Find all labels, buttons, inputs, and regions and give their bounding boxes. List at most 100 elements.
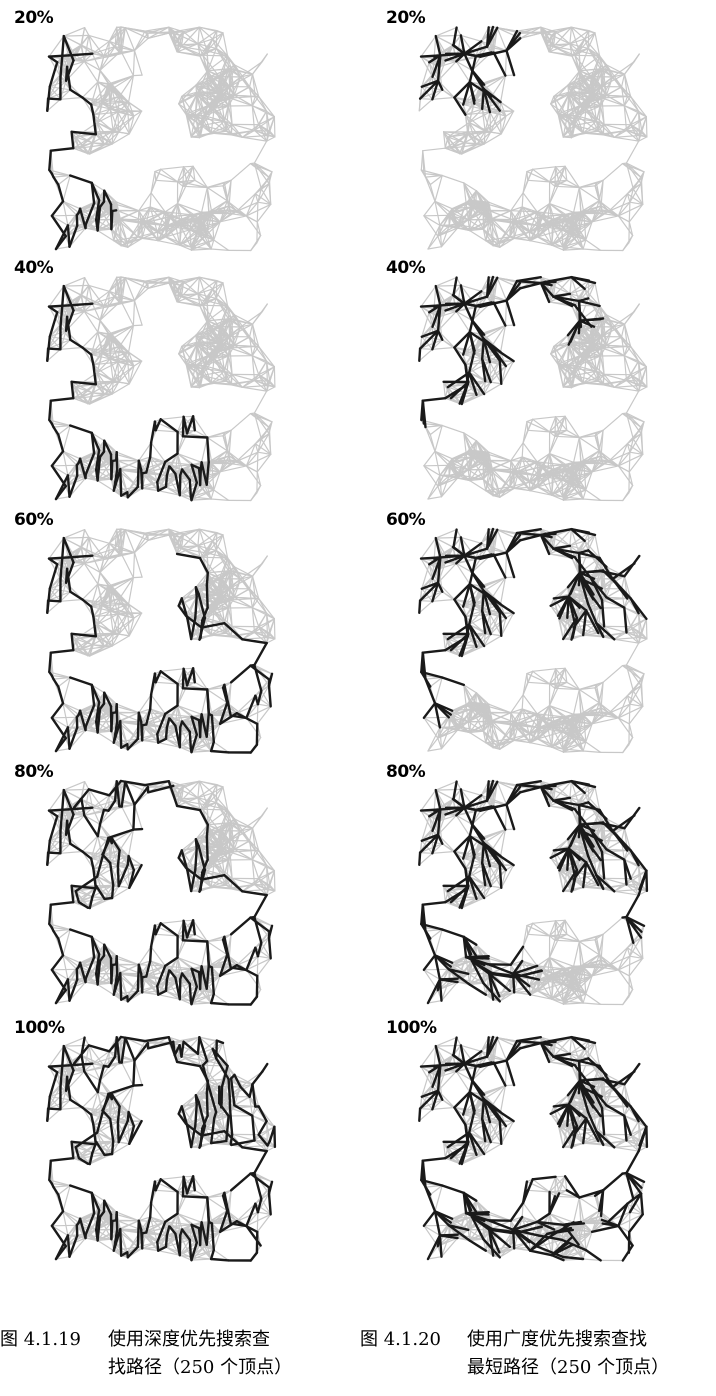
dfs-tree-edge	[150, 695, 151, 709]
dfs-tree-edge	[190, 732, 191, 749]
graph-edge	[64, 35, 89, 36]
dfs-tree-edge	[52, 451, 63, 466]
dfs-tree-edge	[62, 286, 64, 307]
dfs-tree-edge	[166, 476, 167, 487]
graph-edge	[63, 426, 70, 452]
graph-edge	[178, 204, 202, 213]
dfs-tree-edge	[51, 398, 74, 401]
dfs-tree-edge	[47, 99, 48, 111]
dfs-tree-edge	[47, 601, 48, 613]
dfs-tree-edge	[52, 703, 63, 718]
dfs-panel-20: 20%	[8, 2, 308, 257]
dfs-tree-edge	[52, 201, 63, 216]
graph-edge	[135, 301, 143, 326]
graph-edge	[198, 781, 200, 798]
graph-edge	[184, 668, 194, 669]
dfs-tree-edge	[58, 687, 63, 704]
dfs-tree-edge	[68, 475, 70, 496]
graph-edge	[100, 70, 108, 84]
dfs-tree-edge	[201, 621, 203, 638]
dfs-tree-edge	[207, 573, 208, 586]
graph-edge	[183, 167, 184, 187]
dfs-tree-edge	[200, 722, 201, 737]
graph-edge	[198, 27, 200, 44]
graph-edge	[267, 136, 268, 142]
dfs-tree-edge	[51, 148, 74, 151]
graph-edge	[269, 178, 270, 205]
graph-edge	[64, 278, 85, 287]
graph-edge	[254, 391, 266, 413]
graph-edge	[133, 75, 142, 76]
graph-edge	[135, 553, 143, 578]
dfs-tree-edge	[51, 650, 74, 653]
graph-edge	[98, 481, 114, 491]
dfs-tree-edge	[254, 643, 266, 665]
dfs-tree-edge	[183, 688, 207, 689]
dfs-tree-edge	[48, 99, 60, 100]
dfs-tree-edge	[62, 538, 64, 559]
dfs-tree-edge	[211, 751, 229, 752]
dfs-tree-edge	[212, 715, 214, 742]
dfs-tree-edge	[111, 211, 112, 229]
graph-edge	[274, 367, 275, 387]
graph-edge	[231, 164, 250, 181]
graph-edge	[122, 555, 134, 578]
graph-edge	[216, 31, 217, 49]
dfs-panel-40: 40%	[8, 252, 308, 507]
graph-edge	[231, 374, 232, 385]
graph-edge	[63, 678, 70, 704]
dfs-tree-edge	[47, 349, 48, 361]
graph-edge	[135, 805, 143, 830]
dfs-tree-edge	[180, 727, 181, 747]
dfs-tree-edge	[68, 727, 70, 748]
graph-edge	[178, 454, 202, 463]
graph-edge	[108, 578, 133, 586]
graph-edge	[262, 556, 267, 564]
graph-edge	[133, 51, 134, 76]
graph-edge	[122, 303, 134, 326]
graph-edge	[64, 28, 85, 36]
dfs-tree-edge	[49, 557, 68, 558]
dfs-tree-edge	[157, 734, 158, 743]
graph-edge	[60, 98, 82, 100]
dfs-tree-edge	[49, 653, 51, 672]
dfs-tree-edge	[111, 713, 112, 731]
dfs-tree-edge	[150, 443, 151, 457]
dfs-tree-edge	[91, 607, 93, 617]
graph-edge	[203, 305, 228, 306]
graph-edge	[85, 278, 89, 286]
graph-edge	[251, 493, 257, 501]
graph-edge	[52, 465, 77, 466]
graph-edge	[121, 529, 122, 555]
graph-edge	[98, 231, 114, 241]
dfs-tree-edge	[251, 745, 257, 753]
graph-edge	[203, 557, 228, 558]
dfs-tree-edge	[49, 151, 51, 170]
graph-edge	[121, 277, 122, 303]
dfs-tree-edge	[180, 475, 181, 495]
graph-edge	[64, 537, 89, 538]
dfs-tree-edge	[166, 728, 167, 739]
dfs-tree-edge	[193, 668, 195, 682]
graph-edge	[108, 326, 133, 334]
dfs-tree-edge	[231, 666, 250, 683]
graph-edge	[184, 416, 194, 417]
dfs-tree-edge	[112, 210, 116, 211]
dfs-tree-edge	[157, 482, 158, 491]
dfs-tree-edge	[61, 57, 63, 77]
graph-edge	[52, 215, 77, 216]
dfs-graph-80	[8, 774, 298, 1014]
graph-edge	[84, 563, 98, 584]
dfs-tree-edge	[61, 559, 63, 579]
graph-edge	[84, 61, 98, 82]
dfs-tree-edge	[269, 686, 271, 707]
graph-edge	[193, 166, 207, 187]
graph-edge	[118, 362, 119, 382]
graph-edge	[64, 285, 89, 286]
dfs-tree-edge	[72, 634, 74, 650]
graph-edge	[203, 55, 228, 56]
dfs-tree-edge	[190, 480, 191, 497]
graph-edge	[198, 529, 200, 546]
dfs-tree-edge	[48, 601, 60, 602]
dfs-tree-edge	[70, 426, 92, 433]
